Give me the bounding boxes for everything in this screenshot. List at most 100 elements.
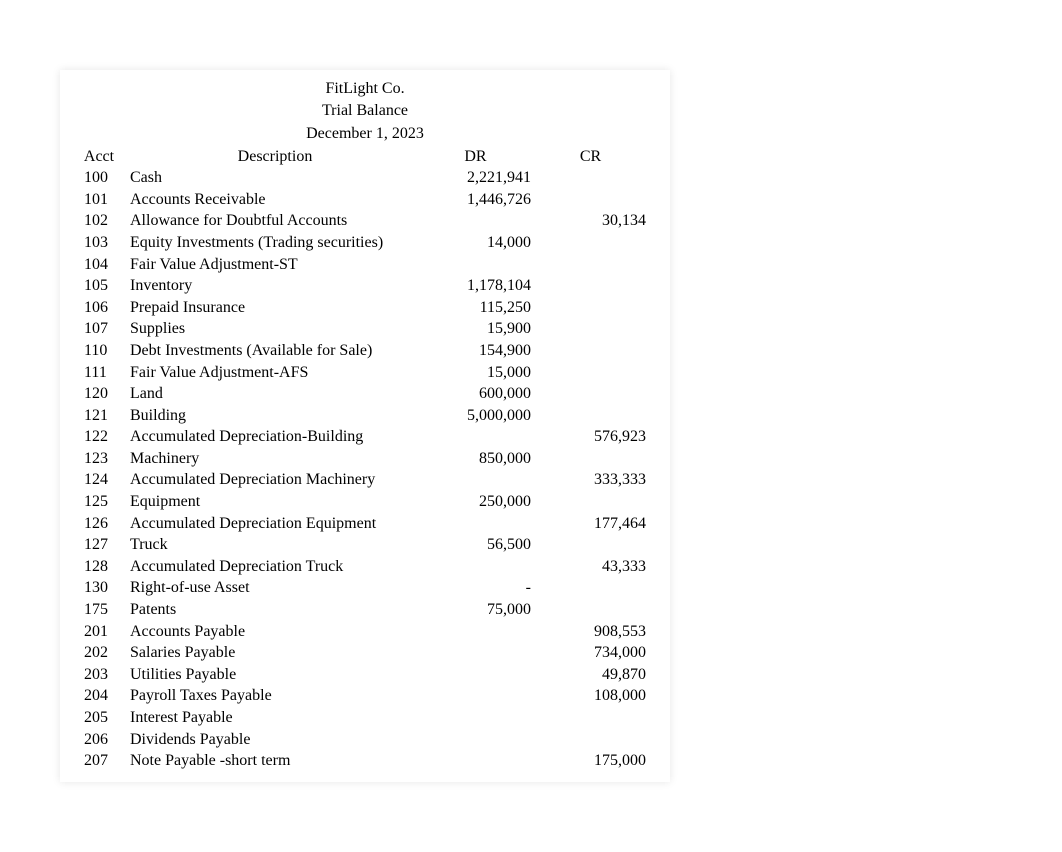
table-row: 127Truck56,500 [70,534,660,556]
cell-dr: 115,250 [420,297,535,319]
trial-balance-document: FitLight Co. Trial Balance December 1, 2… [60,70,670,782]
table-row: 101Accounts Receivable1,446,726 [70,189,660,211]
table-row: 105Inventory1,178,104 [70,275,660,297]
table-row: 125Equipment250,000 [70,491,660,513]
cell-cr [535,297,650,319]
cell-dr: 5,000,000 [420,405,535,427]
cell-acct: 128 [70,556,120,578]
cell-desc: Building [120,405,420,427]
cell-dr: 75,000 [420,599,535,621]
table-row: 104Fair Value Adjustment-ST [70,254,660,276]
cell-cr [535,729,650,751]
cell-cr [535,318,650,340]
cell-acct: 107 [70,318,120,340]
cell-desc: Machinery [120,448,420,470]
cell-cr [535,405,650,427]
cell-desc: Accounts Payable [120,621,420,643]
table-row: 175Patents75,000 [70,599,660,621]
cell-acct: 123 [70,448,120,470]
table-row: 103Equity Investments (Trading securitie… [70,232,660,254]
cell-desc: Supplies [120,318,420,340]
table-row: 130Right-of-use Asset- [70,577,660,599]
cell-desc: Interest Payable [120,707,420,729]
cell-desc: Fair Value Adjustment-AFS [120,362,420,384]
cell-acct: 106 [70,297,120,319]
table-row: 120Land600,000 [70,383,660,405]
cell-cr: 333,333 [535,469,650,491]
cell-cr [535,232,650,254]
cell-dr: 2,221,941 [420,167,535,189]
cell-dr [420,426,535,448]
cell-dr: - [420,577,535,599]
table-row: 107Supplies15,900 [70,318,660,340]
cell-acct: 130 [70,577,120,599]
cell-dr: 14,000 [420,232,535,254]
cell-cr: 734,000 [535,642,650,664]
cell-desc: Accumulated Depreciation-Building [120,426,420,448]
cell-acct: 124 [70,469,120,491]
cell-desc: Truck [120,534,420,556]
cell-cr [535,383,650,405]
cell-dr [420,729,535,751]
company-name: FitLight Co. [70,78,660,100]
table-row: 102Allowance for Doubtful Accounts30,134 [70,210,660,232]
cell-dr: 15,900 [420,318,535,340]
cell-desc: Right-of-use Asset [120,577,420,599]
cell-acct: 100 [70,167,120,189]
cell-acct: 104 [70,254,120,276]
document-date: December 1, 2023 [70,123,660,145]
col-header-cr: CR [535,148,650,166]
cell-dr: 1,446,726 [420,189,535,211]
cell-acct: 101 [70,189,120,211]
cell-dr: 600,000 [420,383,535,405]
cell-cr [535,577,650,599]
cell-cr: 108,000 [535,685,650,707]
cell-dr [420,556,535,578]
cell-dr [420,210,535,232]
document-title: Trial Balance [70,100,660,122]
cell-acct: 202 [70,642,120,664]
cell-dr: 15,000 [420,362,535,384]
cell-cr: 908,553 [535,621,650,643]
table-header-row: Acct Description DR CR [70,147,660,167]
cell-desc: Equipment [120,491,420,513]
cell-desc: Payroll Taxes Payable [120,685,420,707]
table-row: 124Accumulated Depreciation Machinery333… [70,469,660,491]
cell-acct: 102 [70,210,120,232]
cell-desc: Note Payable -short term [120,750,420,772]
cell-cr [535,275,650,297]
cell-dr: 56,500 [420,534,535,556]
cell-acct: 120 [70,383,120,405]
cell-desc: Allowance for Doubtful Accounts [120,210,420,232]
cell-dr [420,642,535,664]
cell-cr [535,534,650,556]
col-header-desc: Description [120,148,420,166]
cell-desc: Utilities Payable [120,664,420,686]
cell-desc: Dividends Payable [120,729,420,751]
cell-cr [535,167,650,189]
cell-acct: 207 [70,750,120,772]
cell-desc: Inventory [120,275,420,297]
cell-acct: 125 [70,491,120,513]
cell-desc: Accumulated Depreciation Truck [120,556,420,578]
cell-dr: 154,900 [420,340,535,362]
table-row: 106Prepaid Insurance115,250 [70,297,660,319]
table-row: 126Accumulated Depreciation Equipment177… [70,513,660,535]
cell-cr [535,254,650,276]
col-header-acct: Acct [70,148,120,166]
cell-dr [420,469,535,491]
cell-dr [420,685,535,707]
cell-cr [535,340,650,362]
cell-desc: Accumulated Depreciation Equipment [120,513,420,535]
cell-acct: 206 [70,729,120,751]
cell-dr [420,254,535,276]
cell-dr [420,621,535,643]
cell-dr [420,664,535,686]
cell-acct: 204 [70,685,120,707]
table-body: 100Cash2,221,941101Accounts Receivable1,… [70,167,660,772]
cell-acct: 201 [70,621,120,643]
cell-cr [535,491,650,513]
cell-acct: 205 [70,707,120,729]
cell-acct: 105 [70,275,120,297]
cell-desc: Salaries Payable [120,642,420,664]
